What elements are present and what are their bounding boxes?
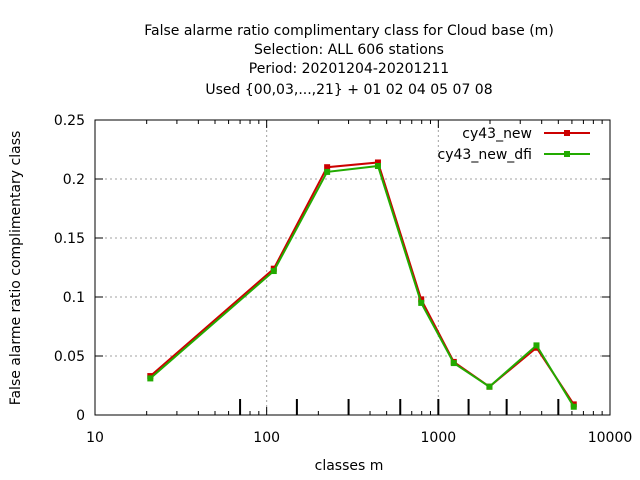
y-axis-label: False alarme ratio complimentary class xyxy=(8,131,24,406)
data-point-cy43_new_dfi xyxy=(147,375,154,382)
legend-marker-cy43_new_dfi xyxy=(564,151,570,157)
data-point-cy43_new_dfi xyxy=(486,383,493,390)
x-tick-label: 10 xyxy=(86,430,104,446)
data-point-cy43_new_dfi xyxy=(418,299,425,306)
ticks: 0 0.05 0.1 0.15 0.2 0.25 10 100 1000 10000 xyxy=(54,113,632,446)
title-line-1: False alarme ratio complimentary class f… xyxy=(144,23,554,39)
title-line-2: Selection: ALL 606 stations xyxy=(254,42,444,58)
data-point-cy43_new xyxy=(324,164,331,171)
data-point-cy43_new_dfi xyxy=(450,360,457,367)
data-point-cy43_new_dfi xyxy=(324,168,331,175)
data-point-cy43_new xyxy=(374,159,381,166)
x-tick-label: 1000 xyxy=(421,430,457,446)
y-tick-label: 0.15 xyxy=(54,231,85,247)
legend-label-cy43_new_dfi: cy43_new_dfi xyxy=(438,147,532,163)
chart-title: False alarme ratio complimentary class f… xyxy=(144,23,554,98)
data-point-cy43_new_dfi xyxy=(374,163,381,170)
grid xyxy=(95,120,610,415)
legend-marker-cy43_new xyxy=(564,130,570,136)
title-line-4: Used {00,03,...,21} + 01 02 04 05 07 08 xyxy=(205,82,492,98)
y-tick-label: 0.25 xyxy=(54,113,85,129)
x-axis-label: classes m xyxy=(315,458,384,474)
y-tick-label: 0.2 xyxy=(63,172,85,188)
data-point-cy43_new_dfi xyxy=(533,342,540,349)
title-line-3: Period: 20201204-20201211 xyxy=(249,61,449,77)
y-tick-label: 0.05 xyxy=(54,349,85,365)
data-point-cy43_new_dfi xyxy=(270,268,277,275)
y-tick-label: 0.1 xyxy=(63,290,85,306)
plot-border xyxy=(94,119,611,416)
data-point-cy43_new xyxy=(418,296,425,303)
class-boundary-marks xyxy=(239,399,560,415)
data-point-cy43_new_dfi xyxy=(570,403,577,410)
legend: cy43_new cy43_new_dfi xyxy=(438,126,590,163)
x-tick-label: 10000 xyxy=(588,430,633,446)
y-tick-label: 0 xyxy=(76,408,85,424)
series-lines xyxy=(147,159,577,410)
x-tick-label: 100 xyxy=(253,430,280,446)
legend-label-cy43_new: cy43_new xyxy=(462,126,532,142)
